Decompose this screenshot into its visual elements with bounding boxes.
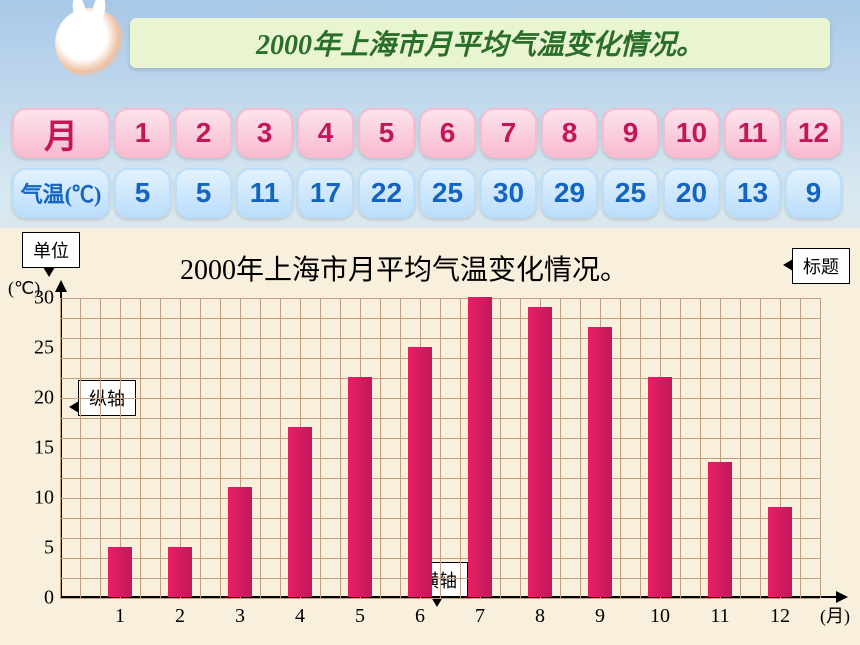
grid-v xyxy=(80,298,81,598)
grid-v xyxy=(680,298,681,598)
month-label: 月 xyxy=(12,108,110,158)
bar xyxy=(288,427,312,597)
x-tick: 1 xyxy=(115,605,125,628)
grid-v xyxy=(800,298,801,598)
month-pill: 12 xyxy=(785,108,842,158)
bunny-icon xyxy=(55,8,125,78)
bar xyxy=(348,377,372,597)
grid-v xyxy=(220,298,221,598)
month-pill: 4 xyxy=(297,108,354,158)
y-tick: 20 xyxy=(20,387,54,410)
x-tick: 12 xyxy=(770,605,790,628)
bar xyxy=(528,307,552,597)
x-unit: (月) xyxy=(820,602,850,628)
bar xyxy=(228,487,252,597)
bar xyxy=(108,547,132,597)
y-tick: 15 xyxy=(20,437,54,460)
x-tick: 8 xyxy=(535,605,545,628)
y-tick: 0 xyxy=(20,587,54,610)
grid-v xyxy=(160,298,161,598)
callout-title: 标题 xyxy=(792,248,850,284)
grid-v xyxy=(740,298,741,598)
temp-pill: 17 xyxy=(297,168,354,218)
grid-v xyxy=(640,298,641,598)
banner-text: 2000年上海市月平均气温变化情况。 xyxy=(256,23,704,63)
grid-v xyxy=(760,298,761,598)
x-tick: 11 xyxy=(710,605,729,628)
callout-unit: 单位 xyxy=(22,232,80,268)
y-tick: 10 xyxy=(20,487,54,510)
y-tick: 5 xyxy=(20,537,54,560)
x-tick: 3 xyxy=(235,605,245,628)
grid-v xyxy=(440,298,441,598)
month-pill: 9 xyxy=(602,108,659,158)
grid-v xyxy=(280,298,281,598)
bar xyxy=(708,462,732,597)
temp-pill: 30 xyxy=(480,168,537,218)
grid-h xyxy=(60,598,820,599)
month-pill: 5 xyxy=(358,108,415,158)
temp-pill: 5 xyxy=(114,168,171,218)
x-tick: 5 xyxy=(355,605,365,628)
grid-v xyxy=(100,298,101,598)
temp-pill: 25 xyxy=(602,168,659,218)
title-banner: 2000年上海市月平均气温变化情况。 xyxy=(130,18,830,68)
grid-v xyxy=(520,298,521,598)
x-tick: 4 xyxy=(295,605,305,628)
grid-v xyxy=(460,298,461,598)
temp-label: 气温(℃) xyxy=(12,168,110,218)
grid-v xyxy=(820,298,821,598)
month-pill: 8 xyxy=(541,108,598,158)
bar xyxy=(408,347,432,597)
month-pill: 11 xyxy=(724,108,781,158)
x-tick: 9 xyxy=(595,605,605,628)
x-tick: 6 xyxy=(415,605,425,628)
y-tick: 30 xyxy=(20,287,54,310)
month-row: 月 123456789101112 xyxy=(12,108,842,158)
temp-pill: 25 xyxy=(419,168,476,218)
temp-pill: 29 xyxy=(541,168,598,218)
grid-v xyxy=(320,298,321,598)
grid-v xyxy=(380,298,381,598)
month-pill: 7 xyxy=(480,108,537,158)
grid-v xyxy=(340,298,341,598)
temp-pill: 5 xyxy=(175,168,232,218)
month-pill: 2 xyxy=(175,108,232,158)
temp-pill: 22 xyxy=(358,168,415,218)
grid-v xyxy=(500,298,501,598)
bar xyxy=(168,547,192,597)
month-pill: 6 xyxy=(419,108,476,158)
grid-v xyxy=(60,298,61,598)
month-pill: 10 xyxy=(663,108,720,158)
grid-v xyxy=(620,298,621,598)
temp-pill: 13 xyxy=(724,168,781,218)
chart-title: 2000年上海市月平均气温变化情况。 xyxy=(180,248,628,288)
grid-v xyxy=(400,298,401,598)
bar xyxy=(588,327,612,597)
plot-area: (℃) (月) 051015202530123456789101112 xyxy=(60,298,840,598)
x-tick: 10 xyxy=(650,605,670,628)
y-tick: 25 xyxy=(20,337,54,360)
temp-pill: 11 xyxy=(236,168,293,218)
chart-panel: 单位 标题 纵轴 横轴 2000年上海市月平均气温变化情况。 (℃) (月) 0… xyxy=(0,228,860,645)
x-tick: 2 xyxy=(175,605,185,628)
grid-v xyxy=(580,298,581,598)
temp-row: 气温(℃) 551117222530292520139 xyxy=(12,168,842,218)
grid-v xyxy=(260,298,261,598)
month-pill: 3 xyxy=(236,108,293,158)
grid-v xyxy=(140,298,141,598)
month-pill: 1 xyxy=(114,108,171,158)
grid-v xyxy=(700,298,701,598)
bar xyxy=(468,297,492,597)
temp-pill: 9 xyxy=(785,168,842,218)
x-tick: 7 xyxy=(475,605,485,628)
grid-v xyxy=(560,298,561,598)
bar xyxy=(768,507,792,597)
y-arrow-icon xyxy=(55,280,67,292)
bar xyxy=(648,377,672,597)
temp-pill: 20 xyxy=(663,168,720,218)
grid-v xyxy=(200,298,201,598)
